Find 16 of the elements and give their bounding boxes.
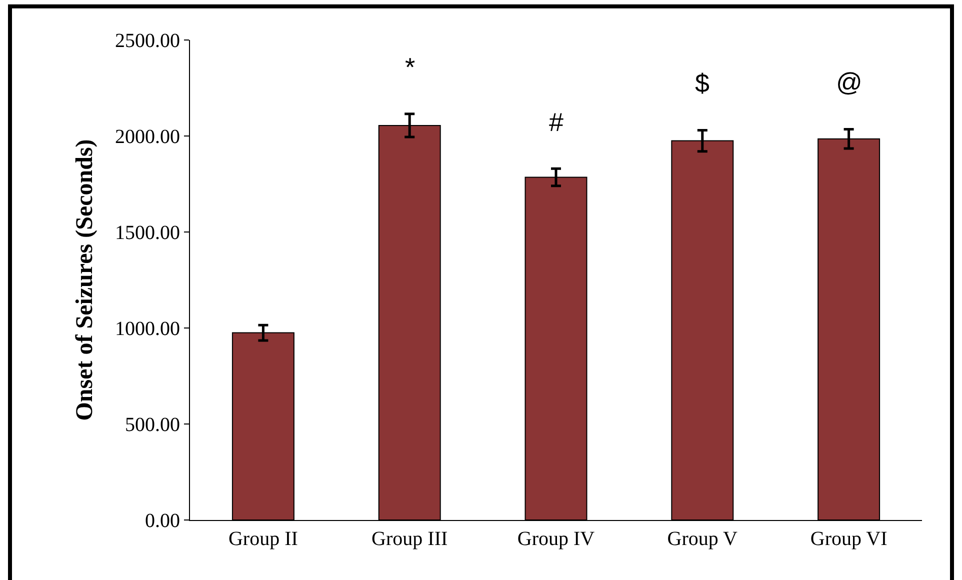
y-tick-label: 0.00: [145, 510, 180, 532]
x-tick-label: Group II: [228, 528, 298, 550]
x-tick-label: Group V: [667, 528, 738, 550]
annotation: *: [405, 52, 416, 82]
annotation: @: [836, 67, 862, 97]
y-tick-label: 2500.00: [115, 30, 180, 52]
x-tick-label: Group VI: [810, 528, 888, 550]
annotation: #: [549, 107, 564, 137]
annotation: $: [695, 68, 710, 98]
y-tick-label: 1500.00: [115, 222, 180, 244]
x-tick-label: Group IV: [517, 528, 596, 550]
y-axis-title: Onset of Seizures (Seconds): [72, 139, 98, 421]
y-tick-label: 1000.00: [115, 318, 180, 340]
y-tick-label: 2000.00: [115, 126, 180, 148]
x-tick-label: Group III: [372, 528, 448, 550]
y-tick-label: 500.00: [125, 414, 180, 436]
